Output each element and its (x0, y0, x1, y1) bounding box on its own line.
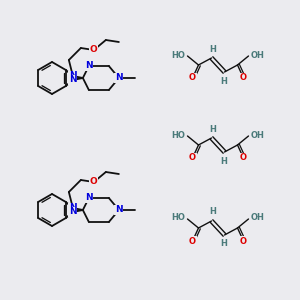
Text: O: O (90, 178, 98, 187)
Text: OH: OH (250, 50, 264, 59)
Text: O: O (240, 154, 247, 163)
Text: N: N (115, 74, 123, 82)
Text: O: O (189, 154, 196, 163)
Text: O: O (240, 236, 247, 245)
Text: N: N (115, 206, 123, 214)
Text: N: N (85, 61, 93, 70)
Text: O: O (189, 74, 196, 82)
Text: N: N (69, 208, 77, 217)
Text: H: H (220, 239, 227, 248)
Text: N: N (69, 203, 77, 212)
Text: HO: HO (172, 50, 185, 59)
Text: N: N (69, 71, 77, 80)
Text: OH: OH (250, 214, 264, 223)
Text: H: H (209, 208, 216, 217)
Text: H: H (220, 76, 227, 85)
Text: O: O (240, 74, 247, 82)
Text: H: H (209, 44, 216, 53)
Text: N: N (69, 76, 77, 85)
Text: N: N (85, 194, 93, 202)
Text: O: O (90, 46, 98, 55)
Text: HO: HO (172, 130, 185, 140)
Text: OH: OH (250, 130, 264, 140)
Text: H: H (220, 157, 227, 166)
Text: HO: HO (172, 214, 185, 223)
Text: H: H (209, 124, 216, 134)
Text: O: O (189, 236, 196, 245)
